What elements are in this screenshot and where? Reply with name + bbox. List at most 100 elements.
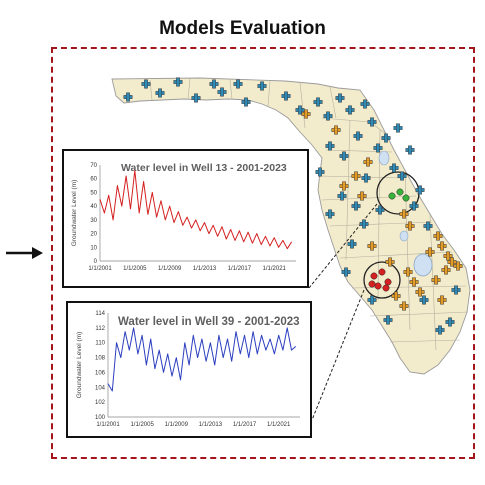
cross-marker-icon	[399, 209, 409, 219]
highlight-circle-well-39	[363, 261, 401, 299]
y-tick-label: 112	[95, 326, 105, 332]
y-tick-label: 50	[90, 190, 97, 196]
cross-marker-icon	[435, 325, 445, 335]
circle-marker-icon	[382, 284, 390, 292]
cross-marker-icon	[141, 79, 151, 89]
series-line	[99, 170, 293, 250]
cross-marker-icon	[381, 133, 391, 143]
cross-marker-icon	[191, 93, 201, 103]
y-tick-label: 104	[95, 385, 106, 391]
cross-marker-icon	[397, 171, 407, 181]
cross-marker-icon	[347, 239, 357, 249]
cross-marker-icon	[360, 99, 370, 109]
cross-marker-icon	[357, 191, 367, 201]
cross-marker-icon	[403, 267, 413, 277]
cross-marker-icon	[415, 287, 425, 297]
cross-marker-icon	[393, 123, 403, 133]
cross-marker-icon	[351, 201, 361, 211]
x-tick-label: 1/1/2013	[193, 266, 217, 272]
cross-marker-icon	[341, 267, 351, 277]
x-tick-label: 1/1/2001	[96, 422, 120, 428]
cross-marker-icon	[423, 221, 433, 231]
connector-line	[308, 203, 378, 289]
y-tick-label: 106	[95, 370, 106, 376]
cross-marker-icon	[315, 167, 325, 177]
x-tick-label: 1/1/2021	[267, 422, 291, 428]
y-tick-label: 108	[95, 356, 106, 362]
y-tick-label: 60	[90, 177, 97, 183]
cross-marker-icon	[409, 277, 419, 287]
x-tick-label: 1/1/2021	[263, 266, 287, 272]
cross-marker-icon	[441, 265, 451, 275]
cross-marker-icon	[209, 79, 219, 89]
cross-marker-icon	[353, 131, 363, 141]
y-tick-label: 10	[90, 245, 97, 251]
x-tick-label: 1/1/2017	[228, 266, 252, 272]
line-chart: Water level in Well 13 - 2001-2023 0 10 20 3…	[71, 162, 296, 272]
cross-marker-icon	[431, 275, 441, 285]
circle-marker-icon	[370, 272, 378, 280]
cross-marker-icon	[367, 117, 377, 127]
circle-marker-icon	[378, 268, 386, 276]
cross-marker-icon	[339, 181, 349, 191]
x-tick-label: 1/1/2009	[158, 266, 182, 272]
y-tick-label: 100	[95, 415, 106, 421]
cross-marker-icon	[391, 291, 401, 301]
cross-marker-icon	[217, 87, 227, 97]
cross-marker-icon	[385, 257, 395, 267]
cross-marker-icon	[345, 105, 355, 115]
connector-line	[311, 289, 365, 421]
cross-marker-icon	[331, 125, 341, 135]
cross-marker-icon	[155, 88, 165, 98]
evaluation-frame	[51, 47, 475, 459]
x-tick-label: 1/1/2005	[130, 422, 154, 428]
lake	[378, 150, 390, 166]
circle-marker-icon	[402, 194, 410, 202]
cross-marker-icon	[437, 295, 447, 305]
cross-marker-icon	[257, 81, 267, 91]
cross-marker-icon	[405, 221, 415, 231]
y-axis-label: Groundwater Level (m)	[76, 332, 83, 398]
circle-marker-icon	[368, 280, 376, 288]
y-tick-label: 40	[90, 204, 97, 210]
circle-marker-icon	[374, 282, 382, 290]
right-arrow-icon	[6, 247, 43, 259]
cross-marker-icon	[351, 171, 361, 181]
cross-marker-icon	[453, 261, 463, 271]
cross-marker-icon	[367, 241, 377, 251]
lake	[399, 230, 409, 242]
cross-marker-icon	[337, 191, 347, 201]
y-tick-label: 20	[90, 232, 97, 238]
y-tick-label: 0	[94, 259, 98, 265]
line-chart: Water level in Well 39 - 2001-2023 100 102…	[76, 311, 300, 428]
cross-marker-icon	[313, 97, 323, 107]
cross-marker-icon	[323, 111, 333, 121]
y-tick-label: 30	[90, 218, 97, 224]
cross-marker-icon	[301, 109, 311, 119]
cross-marker-icon	[419, 295, 429, 305]
page-title: Models Evaluation	[159, 18, 326, 39]
y-tick-label: 70	[90, 163, 97, 169]
lake-okeechobee	[413, 253, 433, 277]
cross-marker-icon	[415, 185, 425, 195]
cross-marker-icon	[361, 173, 371, 183]
y-axis-label: Groundwater Level (m)	[71, 180, 78, 246]
cross-marker-icon	[241, 97, 251, 107]
cross-marker-icon	[389, 163, 399, 173]
x-tick-label: 1/1/2005	[123, 266, 147, 272]
chart-well-39: Water level in Well 39 - 2001-2023 100 102…	[66, 301, 312, 438]
circle-marker-icon	[384, 278, 392, 286]
circle-marker-icon	[396, 188, 404, 196]
cross-marker-icon	[363, 157, 373, 167]
circle-marker-icon	[388, 192, 396, 200]
cross-marker-icon	[451, 285, 461, 295]
x-tick-label: 1/1/2017	[233, 422, 257, 428]
cross-marker-icon	[437, 241, 447, 251]
cross-marker-icon	[281, 91, 291, 101]
cross-marker-icon	[375, 205, 385, 215]
cross-marker-icon	[325, 141, 335, 151]
chart-title: Water level in Well 13 - 2001-2023	[121, 162, 287, 174]
cross-marker-icon	[425, 247, 435, 257]
y-tick-label: 110	[95, 341, 105, 347]
cross-marker-icon	[339, 151, 349, 161]
